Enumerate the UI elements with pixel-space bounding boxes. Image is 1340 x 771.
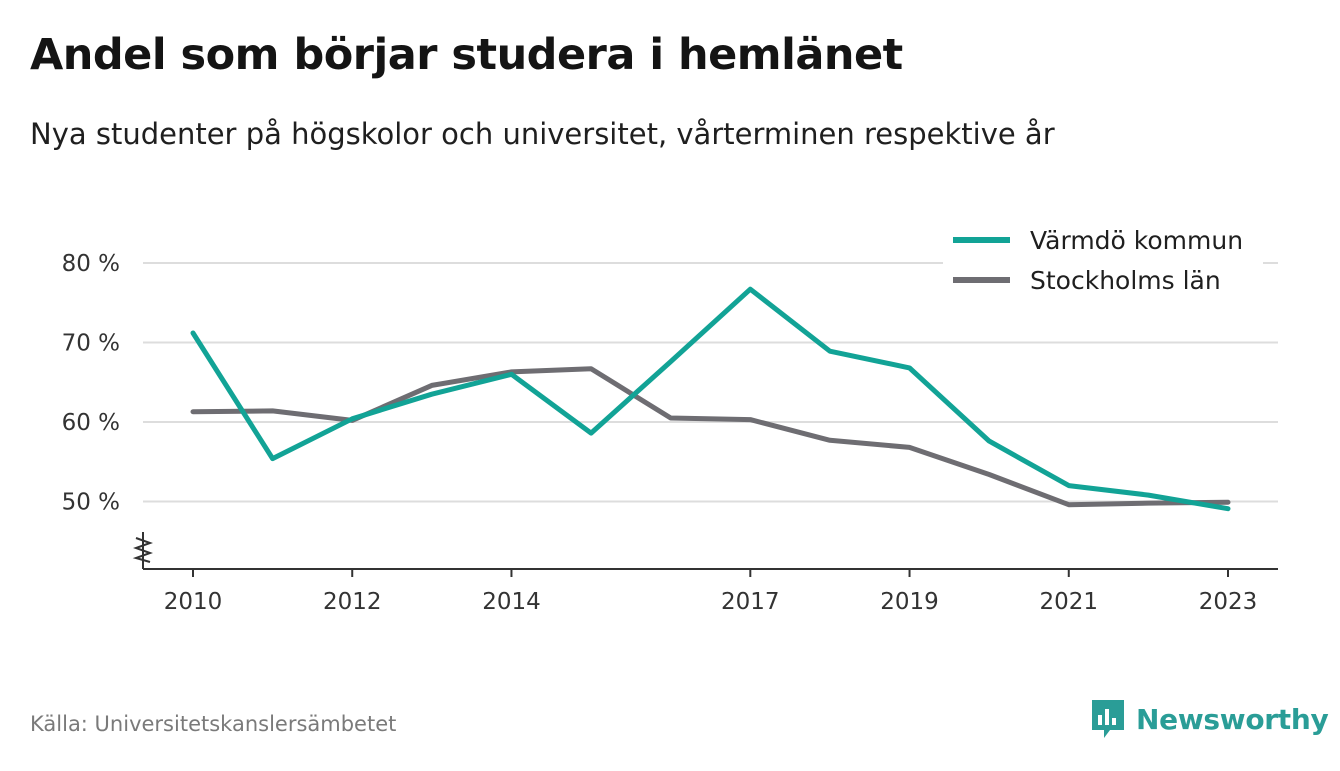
- x-tick-label: 2012: [323, 589, 382, 615]
- brand-name: Newsworthy: [1136, 702, 1329, 736]
- chart-subtitle: Nya studenter på högskolor och universit…: [30, 117, 1055, 151]
- chart-title: Andel som börjar studera i hemlänet: [30, 30, 903, 80]
- source-note: Källa: Universitetskanslersämbetet: [30, 712, 397, 736]
- y-tick-label: 50 %: [62, 490, 120, 516]
- x-tick-label: 2019: [880, 589, 939, 615]
- y-axis-break-icon: [132, 537, 153, 563]
- x-tick-label: 2023: [1199, 589, 1258, 615]
- series-lines: [190, 286, 1231, 512]
- newsworthy-chart-logo-icon: [1092, 700, 1124, 738]
- x-tick-label: 2017: [721, 589, 780, 615]
- legend: Värmdö kommun Stockholms län: [943, 218, 1263, 300]
- axes: 50 % 60 % 70 % 80 % 2010 2012 2014 2017 2019 2021…: [62, 251, 1278, 615]
- legend-background: [943, 218, 1263, 300]
- x-tick-label: 2021: [1039, 589, 1098, 615]
- y-tick-label: 70 %: [62, 331, 120, 357]
- legend-label: Värmdö kommun: [1030, 226, 1243, 255]
- x-tick-label: 2014: [482, 589, 541, 615]
- y-tick-label: 60 %: [62, 410, 120, 436]
- brand-logo: Newsworthy: [1090, 698, 1329, 740]
- line-chart: 50 % 60 % 70 % 80 % 2010 2012 2014 2017 2019 2021…: [61, 218, 1278, 615]
- y-tick-label: 80 %: [62, 251, 120, 277]
- series-line-varmdo: [190, 286, 1231, 512]
- legend-label: Stockholms län: [1030, 266, 1221, 295]
- x-tick-label: 2010: [164, 589, 223, 615]
